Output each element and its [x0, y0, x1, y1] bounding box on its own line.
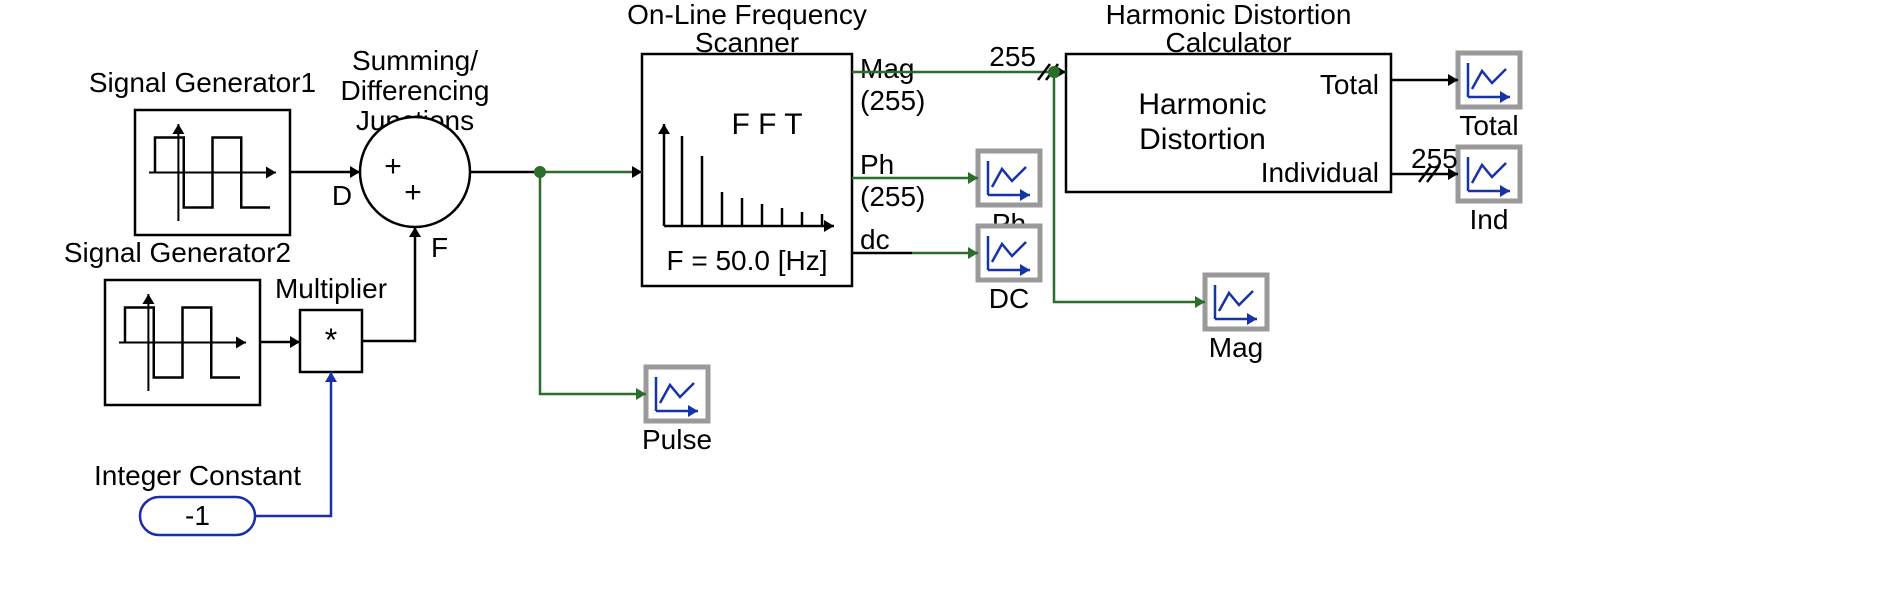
- port-mag-255: (255): [860, 85, 925, 116]
- scope-total-label: Total: [1459, 110, 1518, 141]
- sum-label-1: Summing/: [352, 45, 478, 76]
- multiplier-label: Multiplier: [275, 273, 387, 304]
- sum-plus-1: +: [384, 150, 402, 183]
- port-F-label: F: [431, 232, 448, 263]
- port-ph-255: (255): [860, 181, 925, 212]
- scope-mag-label: Mag: [1209, 332, 1263, 363]
- int-const-label: Integer Constant: [94, 460, 301, 491]
- wire-const-mult: [255, 372, 331, 516]
- scope-dc-label: DC: [989, 283, 1029, 314]
- port-dc-label: dc: [860, 224, 890, 255]
- port-total-label: Total: [1320, 69, 1379, 100]
- scanner-label-1: On-Line Frequency: [627, 0, 867, 30]
- arrow-icon: [350, 166, 360, 178]
- harm-inside-2: Distortion: [1139, 123, 1266, 156]
- arrow-icon: [290, 336, 300, 348]
- arrow-icon: [325, 372, 337, 382]
- freq-text: F = 50.0 [Hz]: [666, 245, 827, 276]
- port-mag-label: Mag: [860, 53, 914, 84]
- port-D-label: D: [332, 180, 352, 211]
- arrow-icon: [409, 227, 421, 237]
- wire-node-pulse: [540, 172, 646, 394]
- fft-text: F F T: [731, 108, 802, 141]
- bus-255-mag: 255: [989, 41, 1036, 72]
- sig1-label: Signal Generator1: [89, 67, 316, 98]
- arrow-icon: [632, 166, 642, 178]
- const-value: -1: [185, 500, 210, 531]
- port-individual-label: Individual: [1261, 157, 1379, 188]
- scope-pulse-label: Pulse: [642, 424, 712, 455]
- sum-label-2: Differencing: [341, 75, 490, 106]
- scope-ind-label: Ind: [1470, 204, 1509, 235]
- harm-inside-1: Harmonic: [1138, 88, 1266, 121]
- multiplier-star: *: [325, 322, 337, 358]
- port-ph-label: Ph: [860, 149, 894, 180]
- harm-label-1: Harmonic Distortion: [1106, 0, 1352, 30]
- sum-plus-2: +: [404, 176, 422, 209]
- summing-junction-block[interactable]: [360, 117, 470, 227]
- sig2-label: Signal Generator2: [64, 237, 291, 268]
- bus-255-ind: 255: [1411, 143, 1458, 174]
